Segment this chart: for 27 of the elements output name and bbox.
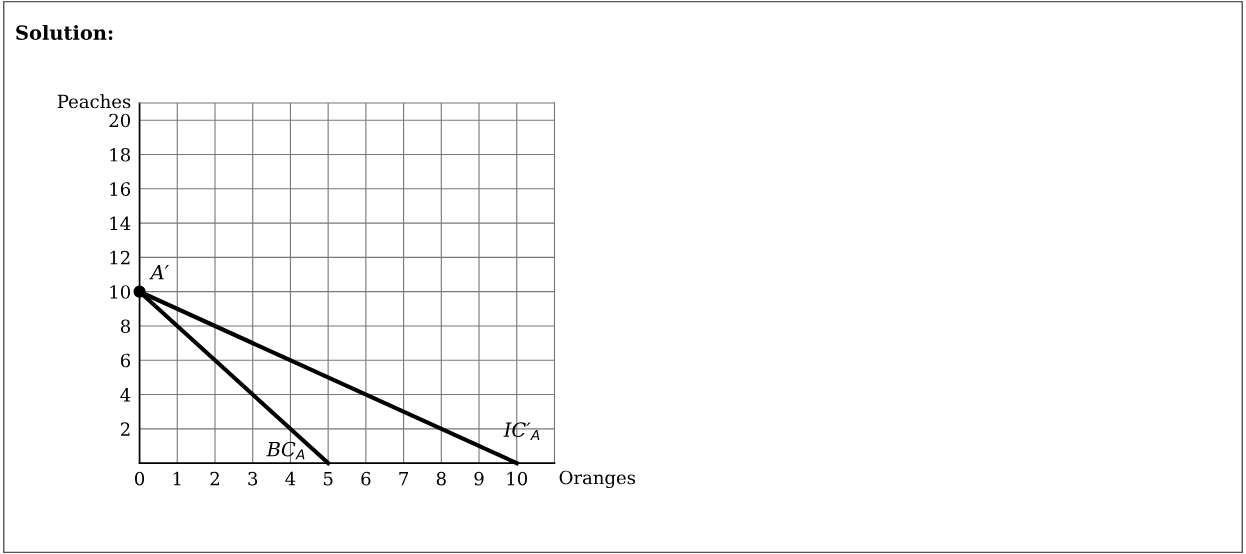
x-tick-label: 6 xyxy=(361,471,371,486)
series-label: IC′$_{A}$ xyxy=(503,422,540,440)
y-tick-label: 6 xyxy=(120,353,131,368)
x-tick-label: 2 xyxy=(210,471,219,486)
y-tick-label: 18 xyxy=(110,147,130,162)
y-tick-label: 16 xyxy=(110,182,131,196)
y-tick-label: 14 xyxy=(110,216,131,230)
x-tick-label: 1 xyxy=(173,471,181,486)
x-tick-label: 3 xyxy=(248,471,258,486)
chart-title: Solution: xyxy=(16,24,113,40)
y-tick-label: 20 xyxy=(109,113,131,128)
y-tick-label: 12 xyxy=(110,250,130,265)
y-tick-label: 8 xyxy=(120,319,130,334)
y-tick-label: 2 xyxy=(120,422,130,436)
x-tick-label: 5 xyxy=(323,472,333,486)
y-tick-label: 4 xyxy=(120,388,131,402)
x-tick-label: 9 xyxy=(474,471,484,486)
y-tick-label: 10 xyxy=(110,285,131,299)
x-tick-label: 10 xyxy=(507,471,528,486)
series-label: BC$_{A}$ xyxy=(266,441,305,460)
x-tick-label: 7 xyxy=(399,472,409,486)
x-tick-label: 4 xyxy=(285,471,296,486)
x-axis-title: Oranges xyxy=(559,470,636,489)
y-axis-title: Peaches xyxy=(57,94,131,109)
series-label: A′ xyxy=(149,265,169,280)
x-tick-label: 8 xyxy=(436,471,446,486)
x-tick-label: 0 xyxy=(135,471,145,486)
